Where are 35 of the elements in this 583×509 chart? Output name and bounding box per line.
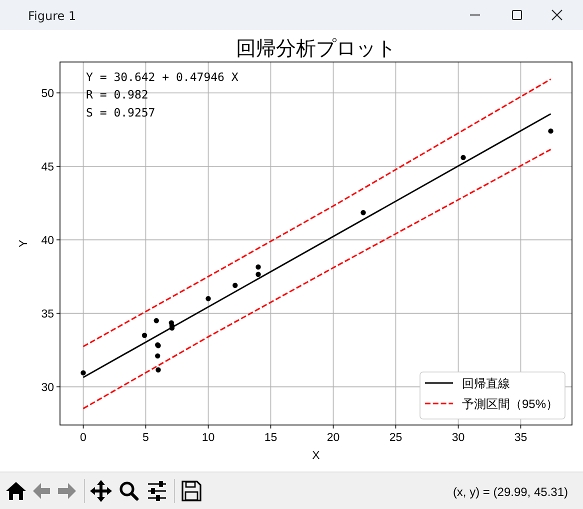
point: [80, 370, 86, 376]
point: [142, 332, 148, 338]
x-tick-label: 30: [452, 432, 465, 444]
x-tick-label: 35: [514, 432, 528, 444]
point: [360, 210, 366, 216]
point: [156, 367, 161, 372]
x-tick-label: 0: [80, 432, 86, 444]
point: [256, 264, 261, 270]
point: [154, 318, 159, 324]
y-tick-label: 50: [41, 88, 54, 100]
x-tick-label: 5: [142, 432, 149, 444]
y-tick-label: 35: [41, 308, 54, 320]
y-axis-title: Y: [18, 239, 30, 248]
text: (x, y) = (29.99, 45.31): [452, 485, 568, 499]
legend-label: 回帰直線: [462, 376, 510, 390]
chart-title: 回帰分析プロット: [236, 38, 396, 60]
point: [232, 282, 238, 288]
point: [206, 296, 211, 302]
y-tick-label: 40: [41, 234, 54, 247]
y-tick-label: 30: [41, 382, 54, 394]
annotation: Y = 30.642 + 0.47946 X: [86, 70, 238, 84]
point: [256, 272, 261, 277]
x-tick-label: 10: [202, 432, 215, 444]
point: [155, 353, 160, 359]
legend-label: 予測区間（95%）: [462, 397, 558, 411]
x-tick-label: 15: [264, 432, 278, 444]
caption: Figure 1: [28, 9, 76, 23]
annotation: R = 0.982: [86, 88, 148, 102]
y-tick-label: 45: [41, 161, 54, 174]
x-tick-label: 20: [326, 432, 340, 444]
annotation: S = 0.9257: [86, 105, 156, 120]
x-tick-label: 25: [389, 432, 402, 444]
x-axis-title: X: [312, 450, 320, 462]
point: [460, 154, 466, 160]
point: [548, 128, 554, 134]
